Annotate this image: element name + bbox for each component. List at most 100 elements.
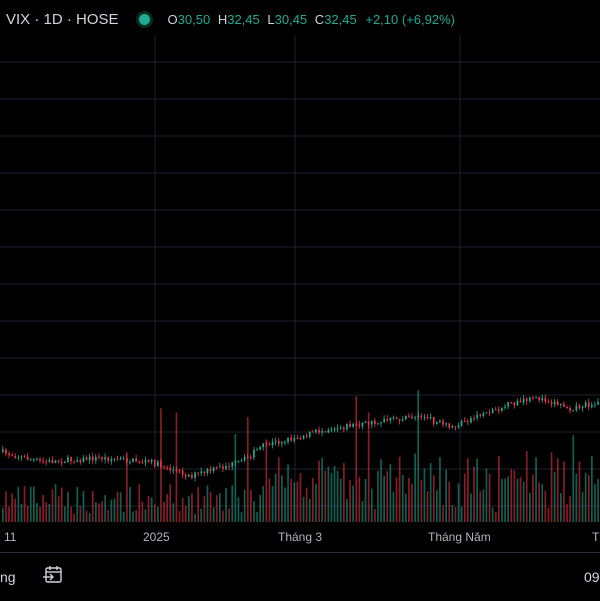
volume-bar [479, 491, 482, 522]
candle-body [88, 456, 91, 461]
volume-bar [529, 492, 531, 522]
candle-body [188, 474, 190, 477]
range-button-label[interactable]: ng [0, 569, 16, 585]
volume-bar [355, 396, 358, 522]
volume-bar [550, 452, 553, 522]
candle-body [448, 423, 451, 428]
candle-body [101, 457, 103, 460]
candle-body [597, 402, 599, 405]
candle-body [463, 420, 466, 422]
volume-bar [163, 501, 165, 522]
candle-body [64, 461, 66, 464]
volume-bar [405, 493, 407, 522]
candle-body [321, 431, 323, 433]
candle-body [79, 460, 82, 463]
volume-bar [8, 506, 10, 522]
volume-bar [281, 475, 283, 522]
volume-bar [209, 491, 212, 522]
candle-body [389, 418, 392, 421]
candle-body [36, 459, 38, 461]
volume-bar [364, 478, 367, 522]
calendar-arrow-icon[interactable] [42, 563, 66, 587]
candle-body [436, 421, 438, 424]
volume-bar [256, 512, 258, 522]
volume-bar [29, 486, 32, 522]
candle-body [122, 458, 125, 460]
volume-bar [367, 412, 370, 522]
close-value: 32,45 [324, 11, 357, 27]
candle-body [398, 418, 401, 421]
candle-body [439, 420, 441, 422]
candle-body [343, 427, 345, 430]
volume-bar [157, 506, 159, 522]
candle-body [119, 458, 122, 460]
symbol-title[interactable]: VIX · 1D · HOSE [6, 10, 119, 28]
candle-body [287, 437, 289, 443]
low-value: 30,45 [274, 11, 308, 27]
volume-bar [259, 494, 261, 522]
volume-bar [330, 473, 333, 522]
volume-bar [2, 507, 4, 522]
volume-bar [138, 484, 141, 522]
volume-bar [197, 487, 199, 522]
candle-body [85, 457, 88, 461]
candle-body [277, 441, 280, 444]
volume-bar [178, 510, 181, 522]
volume-bar [160, 408, 162, 522]
candle-body [414, 417, 416, 419]
volume-bar [525, 451, 528, 522]
candle-body [5, 449, 7, 454]
candle-body [584, 402, 587, 407]
volume-bar [312, 477, 314, 522]
candle-body [563, 403, 565, 407]
time-display: 09 [584, 569, 600, 585]
volume-bar [414, 453, 416, 522]
candle-body [423, 417, 426, 419]
volume-bar [188, 496, 190, 522]
candle-body [26, 456, 29, 461]
volume-bar [324, 470, 327, 522]
volume-bar [358, 476, 361, 522]
candle-body [197, 472, 199, 474]
volume-bar [467, 458, 469, 522]
candle-body [135, 458, 137, 462]
volume-bar [473, 466, 475, 522]
candle-body [290, 437, 292, 441]
candle-body [20, 456, 23, 458]
volume-bar [572, 435, 575, 522]
candle-body [519, 400, 522, 403]
candle-body [405, 415, 407, 420]
volume-bar [485, 468, 488, 522]
candle-body [482, 413, 485, 416]
candle-body [361, 422, 364, 427]
candle-body [532, 397, 534, 399]
volume-bar [532, 474, 534, 522]
volume-bar [36, 503, 38, 522]
candle-body [256, 449, 258, 451]
xaxis-tick-label: 2025 [143, 530, 170, 544]
volume-bar [423, 468, 426, 522]
candle-body [219, 466, 221, 468]
volume-bar [135, 509, 137, 522]
volume-bar [401, 475, 404, 522]
volume-bar [200, 508, 203, 522]
candle-body [166, 467, 168, 469]
candle-body [17, 457, 20, 459]
volume-bar [451, 504, 454, 522]
candle-body [181, 470, 184, 475]
xaxis-tick-label: Tháng Năm [428, 530, 491, 544]
candle-body [467, 421, 469, 423]
candle-body [268, 443, 271, 446]
candle-body [315, 429, 317, 433]
volume-bar [48, 504, 51, 522]
candle-body [575, 405, 578, 411]
candle-body [566, 406, 568, 409]
candle-body [374, 420, 376, 425]
volume-bar [482, 489, 485, 522]
candle-body [308, 431, 311, 437]
volume-bar [166, 494, 168, 522]
candle-body [330, 429, 333, 431]
volume-bar [470, 493, 472, 522]
candle-body [392, 417, 395, 419]
